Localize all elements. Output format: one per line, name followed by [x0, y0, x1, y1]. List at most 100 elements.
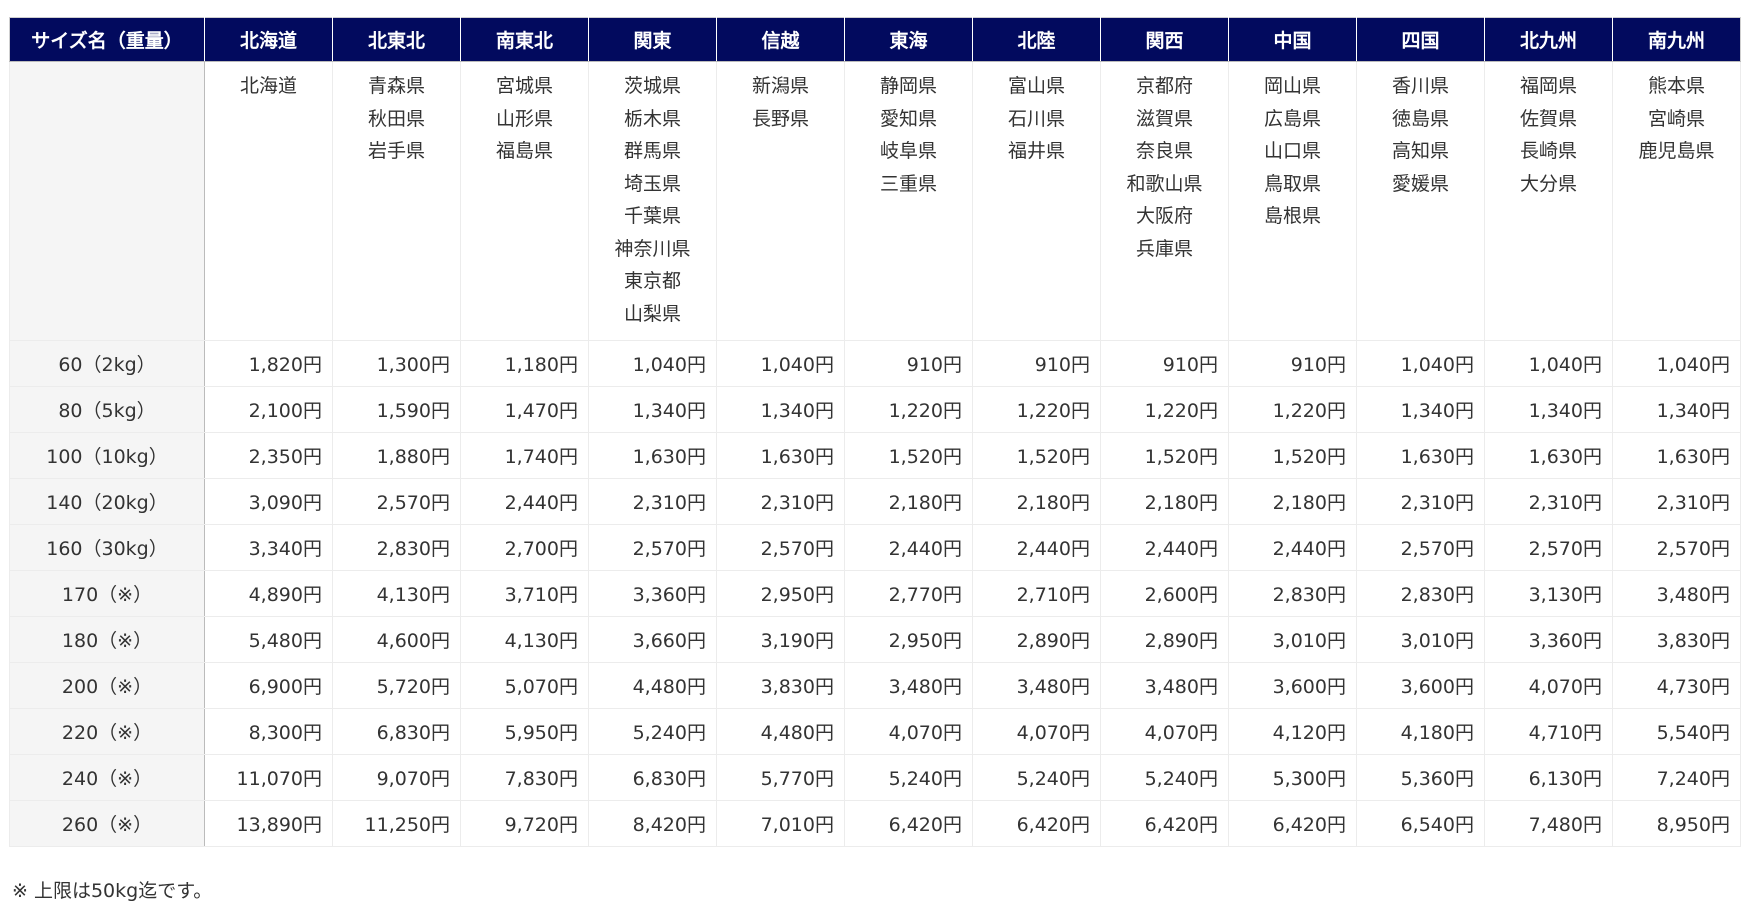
- price-cell: 1,520円: [1228, 432, 1357, 479]
- price-cell: 1,470円: [460, 386, 589, 433]
- price-cell: 3,600円: [1228, 662, 1357, 709]
- price-cell: 3,010円: [1228, 616, 1357, 663]
- prefecture-name: 福島県: [495, 140, 553, 162]
- size-label: 200（※）: [9, 662, 205, 709]
- prefecture-name: 大阪府: [1135, 205, 1193, 227]
- empty-label-cell: [9, 61, 205, 341]
- size-label: 100（10kg）: [9, 432, 205, 479]
- prefecture-name: 奈良県: [1135, 140, 1193, 162]
- price-cell: 2,440円: [460, 478, 589, 525]
- price-cell: 9,070円: [332, 754, 461, 801]
- price-cell: 2,180円: [844, 478, 973, 525]
- price-cell: 3,130円: [1484, 570, 1613, 617]
- prefecture-name: 栃木県: [623, 107, 681, 130]
- price-cell: 2,180円: [1228, 478, 1357, 525]
- prefecture-name: 山梨県: [623, 302, 681, 325]
- price-cell: 7,240円: [1612, 754, 1741, 801]
- price-cell: 2,440円: [1100, 524, 1229, 571]
- price-cell: 910円: [972, 340, 1101, 387]
- price-cell: 2,100円: [204, 386, 333, 433]
- prefecture-list: 北海道: [204, 61, 333, 341]
- price-cell: 2,350円: [204, 432, 333, 479]
- prefecture-name: 滋賀県: [1135, 107, 1193, 130]
- prefecture-name: 愛媛県: [1391, 172, 1449, 195]
- prefecture-name: 岩手県: [367, 140, 425, 162]
- price-cell: 2,570円: [1612, 524, 1741, 571]
- table-row: 200（※） 6,900円 5,720円 5,070円 4,480円 3,830円 3,48…: [9, 662, 1741, 709]
- price-cell: 2,310円: [588, 478, 717, 525]
- price-cell: 3,090円: [204, 478, 333, 525]
- table-row: 260（※） 13,890円 11,250円 9,720円 8,420円 7,010円 6,…: [9, 800, 1741, 847]
- price-cell: 2,710円: [972, 570, 1101, 617]
- price-cell: 6,130円: [1484, 754, 1613, 801]
- price-cell: 5,240円: [972, 754, 1101, 801]
- price-cell: 3,830円: [1612, 616, 1741, 663]
- price-cell: 8,950円: [1612, 800, 1741, 847]
- prefecture-name: 宮崎県: [1647, 107, 1705, 130]
- price-cell: 1,220円: [1100, 386, 1229, 433]
- prefecture-name: 高知県: [1391, 140, 1449, 162]
- size-label: 240（※）: [9, 754, 205, 801]
- size-label: 160（30kg）: [9, 524, 205, 571]
- price-cell: 910円: [844, 340, 973, 387]
- price-cell: 1,040円: [1484, 340, 1613, 387]
- price-cell: 3,480円: [972, 662, 1101, 709]
- price-cell: 1,040円: [716, 340, 845, 387]
- prefecture-name: 熊本県: [1647, 75, 1705, 97]
- price-cell: 3,340円: [204, 524, 333, 571]
- price-cell: 5,770円: [716, 754, 845, 801]
- prefecture-name: 東京都: [623, 270, 681, 292]
- region-header: 南東北: [460, 17, 589, 62]
- size-label: 220（※）: [9, 708, 205, 755]
- price-cell: 5,720円: [332, 662, 461, 709]
- table-row: 80（5kg） 2,100円 1,590円 1,470円 1,340円 1,340円 1,2…: [9, 386, 1741, 433]
- prefecture-name: 三重県: [879, 172, 937, 195]
- region-header: 北陸: [972, 17, 1101, 62]
- prefecture-name: 和歌山県: [1126, 172, 1203, 195]
- price-cell: 2,950円: [716, 570, 845, 617]
- prefecture-name: 長野県: [751, 107, 809, 130]
- price-cell: 1,340円: [588, 386, 717, 433]
- price-cell: 7,010円: [716, 800, 845, 847]
- prefecture-list: 青森県 秋田県 岩手県: [332, 61, 461, 341]
- price-cell: 4,480円: [716, 708, 845, 755]
- prefecture-name: 鹿児島県: [1638, 140, 1715, 162]
- price-cell: 5,070円: [460, 662, 589, 709]
- price-cell: 8,300円: [204, 708, 333, 755]
- price-cell: 5,240円: [588, 708, 717, 755]
- price-cell: 7,480円: [1484, 800, 1613, 847]
- prefecture-row: 北海道 青森県 秋田県 岩手県 宮城県 山形県 福島県 茨城県 栃木県 群馬県 埼玉県 千葉県 神奈川県…: [9, 61, 1741, 341]
- price-cell: 6,420円: [844, 800, 973, 847]
- price-cell: 6,540円: [1356, 800, 1485, 847]
- price-cell: 1,340円: [1484, 386, 1613, 433]
- region-header: 関西: [1100, 17, 1229, 62]
- price-cell: 4,730円: [1612, 662, 1741, 709]
- prefecture-list: 宮城県 山形県 福島県: [460, 61, 589, 341]
- price-cell: 6,420円: [1228, 800, 1357, 847]
- price-cell: 4,070円: [844, 708, 973, 755]
- price-cell: 2,310円: [1484, 478, 1613, 525]
- price-cell: 1,220円: [844, 386, 973, 433]
- table-row: 170（※） 4,890円 4,130円 3,710円 3,360円 2,950円 2,77…: [9, 570, 1741, 617]
- price-cell: 2,310円: [1356, 478, 1485, 525]
- price-cell: 1,630円: [588, 432, 717, 479]
- price-cell: 1,340円: [716, 386, 845, 433]
- price-cell: 1,220円: [972, 386, 1101, 433]
- prefecture-name: 愛知県: [879, 107, 937, 130]
- price-cell: 3,480円: [1612, 570, 1741, 617]
- price-cell: 2,890円: [972, 616, 1101, 663]
- price-cell: 2,440円: [844, 524, 973, 571]
- price-cell: 3,360円: [588, 570, 717, 617]
- region-header: 南九州: [1612, 17, 1741, 62]
- table-row: 180（※） 5,480円 4,600円 4,130円 3,660円 3,190円 2,95…: [9, 616, 1741, 663]
- price-cell: 3,480円: [1100, 662, 1229, 709]
- price-cell: 5,240円: [1100, 754, 1229, 801]
- price-cell: 11,250円: [332, 800, 461, 847]
- price-cell: 1,880円: [332, 432, 461, 479]
- table-row: 140（20kg） 3,090円 2,570円 2,440円 2,310円 2,310円 2…: [9, 478, 1741, 525]
- price-cell: 6,830円: [588, 754, 717, 801]
- prefecture-name: 岡山県: [1263, 75, 1321, 97]
- prefecture-list: 静岡県 愛知県 岐阜県 三重県: [844, 61, 973, 341]
- price-cell: 2,890円: [1100, 616, 1229, 663]
- table-row: 220（※） 8,300円 6,830円 5,950円 5,240円 4,480円 4,07…: [9, 708, 1741, 755]
